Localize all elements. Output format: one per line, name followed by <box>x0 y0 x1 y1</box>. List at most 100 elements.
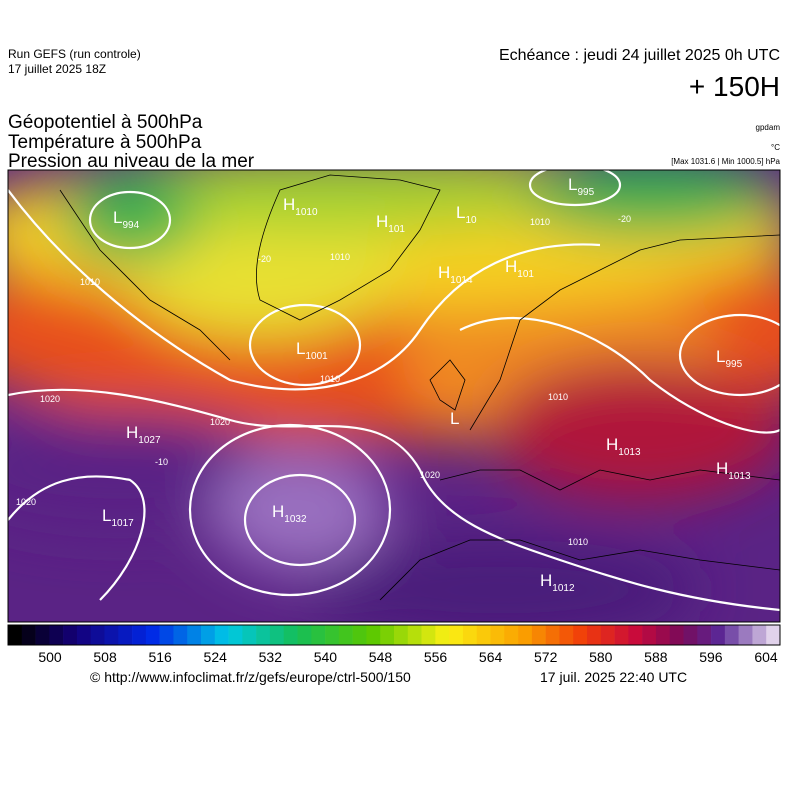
isobar-label: -20 <box>258 254 271 264</box>
colorbar-swatch <box>35 625 50 645</box>
title: Température à 500hPa <box>8 132 202 153</box>
colorbar-swatch <box>76 625 92 645</box>
pressure-center: L <box>450 409 459 428</box>
center-pressure: 101 <box>388 224 405 235</box>
colorbar-swatch <box>283 625 298 645</box>
colorbar-swatch <box>752 625 767 645</box>
colorbar-swatch <box>655 625 671 645</box>
colorbar-swatch <box>504 625 519 645</box>
isobar-label: 1020 <box>16 497 36 507</box>
colorbar-swatch <box>352 625 367 645</box>
center-type: L <box>568 175 577 194</box>
colorbar-swatch <box>325 625 340 645</box>
pressure-center: H1014 <box>438 263 473 286</box>
colorbar-swatch <box>642 625 657 645</box>
colorbar-swatch <box>766 625 781 645</box>
colorbar-swatch <box>173 625 188 645</box>
colorbar-swatch <box>159 625 174 645</box>
colorbar-tick-label: 500 <box>38 649 62 665</box>
colorbar: 500 508 516 524 532 540 548 556 564 572 580 588 596 6… <box>8 625 781 665</box>
isobar-label: 1020 <box>210 417 230 427</box>
center-type: H <box>438 263 450 282</box>
isobar-label: 1010 <box>548 392 568 402</box>
colorbar-swatch <box>256 625 271 645</box>
title: Géopotentiel à 500hPa <box>8 112 203 133</box>
center-pressure: 995 <box>725 359 742 370</box>
colorbar-swatch <box>476 625 491 645</box>
center-pressure: 1013 <box>728 471 751 482</box>
colorbar-swatch <box>201 625 216 645</box>
isobar-label: 1010 <box>80 277 100 287</box>
colorbar-swatch <box>614 625 629 645</box>
colorbar-swatch <box>531 625 546 645</box>
colorbar-tick-label: 508 <box>93 649 117 665</box>
colorbar-tick-label: 548 <box>369 649 393 665</box>
run-date: 17 juillet 2025 18Z <box>8 62 106 76</box>
center-pressure: 995 <box>577 187 594 198</box>
center-pressure: 1014 <box>450 275 473 286</box>
center-type: H <box>505 257 517 276</box>
run: Run GEFS (run controle) <box>8 47 141 61</box>
colorbar-swatch <box>711 625 726 645</box>
colorbar-swatch <box>435 625 450 645</box>
pressure-center: L10 <box>456 203 477 226</box>
isobar-label: 1010 <box>320 374 340 384</box>
center-type: L <box>456 203 465 222</box>
pressure-center: H1027 <box>126 423 161 446</box>
center-type: H <box>716 459 728 478</box>
center-type: L <box>296 339 305 358</box>
colorbar-swatch <box>118 625 133 645</box>
colorbar-tick-label: 596 <box>699 649 723 665</box>
colorbar-swatch <box>490 625 505 645</box>
pressure-center: H1012 <box>540 571 575 594</box>
pressure-center: L995 <box>716 347 743 370</box>
colorbar-swatch <box>545 625 560 645</box>
colorbar-swatch <box>421 625 436 645</box>
echeance: Echéance : jeudi 24 juillet 2025 0h UTC <box>499 47 780 64</box>
colorbar-swatch <box>394 625 409 645</box>
pressure-center: L995 <box>568 175 595 198</box>
colorbar-swatch <box>628 625 643 645</box>
colorbar-tick-label: 556 <box>424 649 448 665</box>
colorbar-swatch <box>214 625 229 645</box>
center-type: H <box>272 502 284 521</box>
colorbar-tick-label: 572 <box>534 649 558 665</box>
colorbar-swatch <box>380 625 395 645</box>
colorbar-swatch <box>145 625 160 645</box>
isobar-labels: 1010101010101010102010201020102010101010… <box>16 214 631 547</box>
isobar-label: -20 <box>618 214 631 224</box>
center-pressure: 101 <box>517 269 534 280</box>
colorbar-swatch <box>600 625 615 645</box>
colorbar-swatch <box>518 625 533 645</box>
unit: gpdam <box>756 123 781 132</box>
colorbar-swatch <box>587 625 602 645</box>
center-pressure: 1017 <box>111 518 134 529</box>
colorbar-tick-label: 524 <box>204 649 228 665</box>
pressure-center: H1010 <box>283 195 318 218</box>
colorbar-swatch <box>21 625 36 645</box>
colorbar-swatch <box>242 625 257 645</box>
colorbar-frame <box>7 624 781 646</box>
colorbar-swatch <box>573 625 588 645</box>
center-type: H <box>606 435 618 454</box>
colorbar-tick-label: 516 <box>148 649 172 665</box>
center-pressure: 1010 <box>295 207 318 218</box>
colorbar-tick-label: 540 <box>314 649 338 665</box>
colorbar-swatch <box>269 625 285 645</box>
center-type: H <box>540 571 552 590</box>
isobar-label: 1010 <box>568 537 588 547</box>
colorbar-swatch <box>132 625 147 645</box>
colorbar-swatch <box>104 625 119 645</box>
title: Pression au niveau de la mer <box>8 151 255 172</box>
center-pressure: 1032 <box>284 514 307 525</box>
center-pressure: 1001 <box>305 351 328 362</box>
colorbar-swatch <box>90 625 105 645</box>
center-pressure: 1013 <box>618 447 641 458</box>
pressure-center: H1013 <box>716 459 751 482</box>
colorbar-swatch <box>63 625 78 645</box>
colorbar-swatch <box>462 625 478 645</box>
pressure-center: H101 <box>505 257 534 280</box>
center-type: L <box>450 409 459 428</box>
